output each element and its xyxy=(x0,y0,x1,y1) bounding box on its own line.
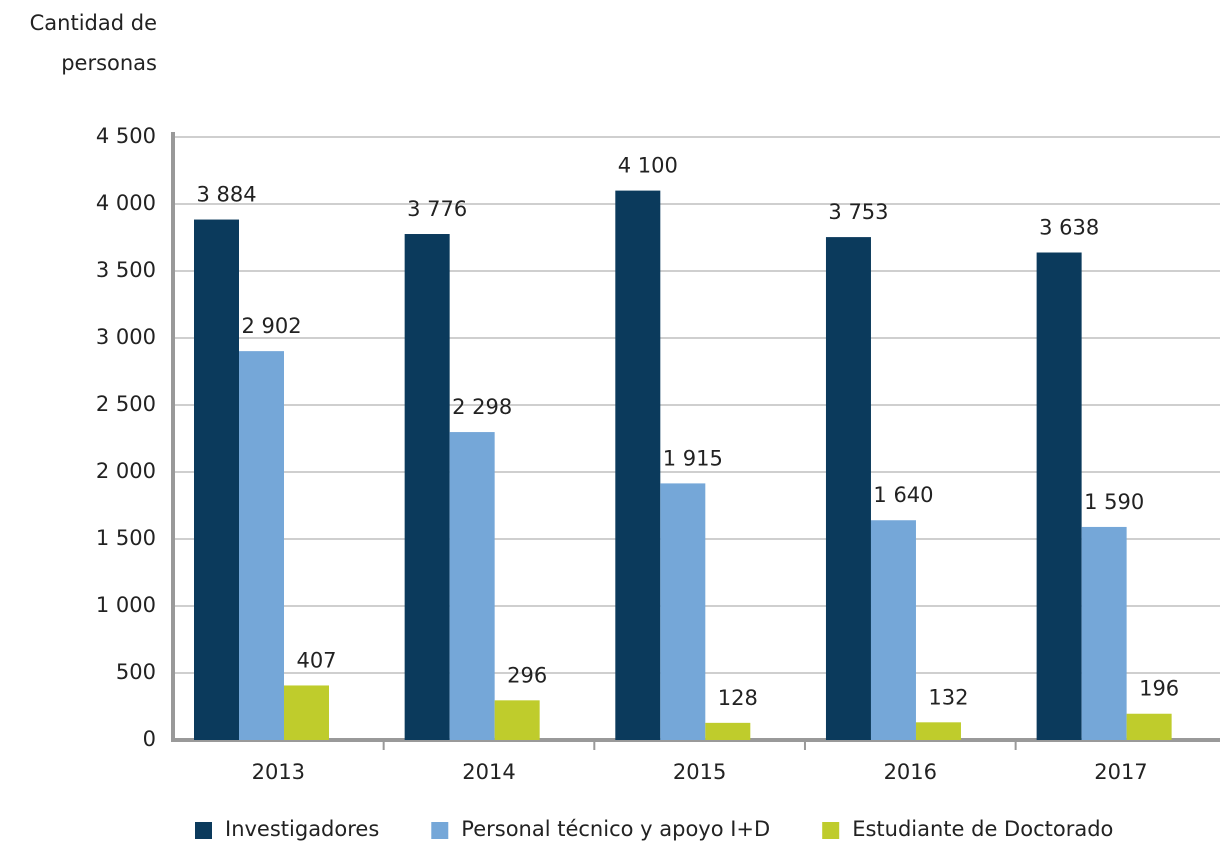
legend-swatch xyxy=(822,822,840,839)
value-label: 407 xyxy=(296,648,336,672)
y-axis-label: Cantidad de xyxy=(30,11,157,35)
value-label: 2 298 xyxy=(452,395,512,419)
legend-label: Investigadores xyxy=(225,817,379,841)
y-tick-label: 2 000 xyxy=(96,459,156,483)
bar xyxy=(494,700,540,740)
value-label: 2 902 xyxy=(241,314,301,338)
bar xyxy=(1126,713,1172,740)
bar xyxy=(404,234,450,741)
bar xyxy=(705,722,751,740)
y-tick-label: 4 000 xyxy=(96,191,156,215)
bar xyxy=(915,722,961,740)
bar xyxy=(870,520,916,740)
y-tick-label: 4 500 xyxy=(96,124,156,148)
value-label: 3 776 xyxy=(407,197,467,221)
x-tick-label: 2013 xyxy=(252,760,305,784)
x-tick-label: 2017 xyxy=(1094,760,1147,784)
y-tick-label: 2 500 xyxy=(96,392,156,416)
value-label: 4 100 xyxy=(618,154,678,178)
bar xyxy=(615,190,661,741)
value-label: 1 915 xyxy=(663,446,723,470)
y-tick-label: 3 000 xyxy=(96,325,156,349)
value-label: 1 640 xyxy=(873,483,933,507)
legend-swatch xyxy=(431,822,449,839)
bar xyxy=(660,483,706,740)
value-label: 296 xyxy=(507,663,547,687)
value-label: 196 xyxy=(1139,677,1179,701)
y-tick-label: 1 000 xyxy=(96,593,156,617)
y-tick-label: 1 500 xyxy=(96,526,156,550)
x-tick-label: 2015 xyxy=(673,760,726,784)
value-label: 3 638 xyxy=(1039,216,1099,240)
legend-label: Estudiante de Doctorado xyxy=(852,817,1113,841)
y-axis-label: personas xyxy=(61,51,157,75)
value-label: 128 xyxy=(718,686,758,710)
x-tick-label: 2014 xyxy=(462,760,515,784)
y-tick-label: 0 xyxy=(143,727,156,751)
legend-label: Personal técnico y apoyo I+D xyxy=(461,817,770,841)
y-tick-label: 3 500 xyxy=(96,258,156,282)
legend-swatch xyxy=(195,822,212,839)
bar xyxy=(239,351,284,740)
value-label: 3 753 xyxy=(828,200,888,224)
value-label: 1 590 xyxy=(1084,490,1144,514)
bar xyxy=(449,432,495,740)
bar xyxy=(1036,252,1082,740)
bar xyxy=(825,237,871,740)
y-tick-label: 500 xyxy=(116,660,156,684)
x-tick-label: 2016 xyxy=(884,760,937,784)
value-label: 132 xyxy=(928,685,968,709)
bar xyxy=(1081,526,1127,740)
bar xyxy=(194,219,239,740)
bar xyxy=(284,685,329,740)
value-label: 3 884 xyxy=(196,183,256,207)
